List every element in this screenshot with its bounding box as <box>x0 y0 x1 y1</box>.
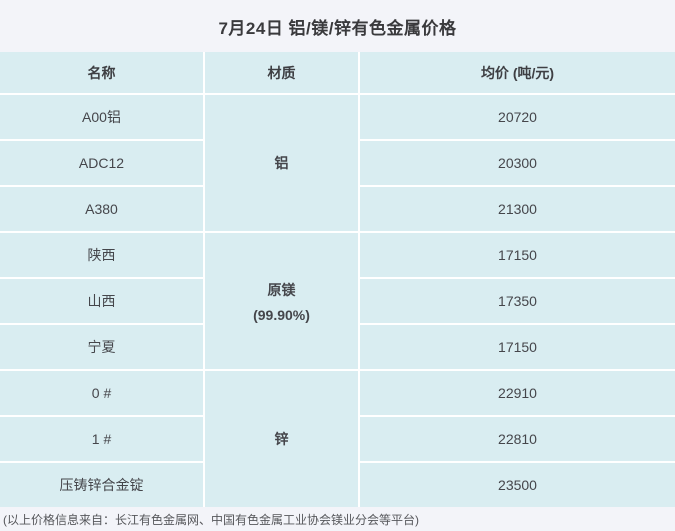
cell-name: 陕西 <box>0 231 203 277</box>
table-row: 山西 17350 <box>0 277 675 323</box>
header-row: 名称 材质 均价 (吨/元) <box>0 52 675 93</box>
cell-name: 宁夏 <box>0 323 203 369</box>
metal-price-table: 名称 材质 均价 (吨/元) A00铝 铝 20720 ADC12 20300 … <box>0 52 675 507</box>
table-header: 名称 材质 均价 (吨/元) <box>0 52 675 93</box>
material-label: 锌 <box>274 431 289 447</box>
table-row: 压铸锌合金锭 23500 <box>0 461 675 507</box>
table-row: ADC12 20300 <box>0 139 675 185</box>
cell-price: 17150 <box>358 231 675 277</box>
cell-name: 山西 <box>0 277 203 323</box>
column-header-name: 名称 <box>0 52 203 93</box>
cell-price: 17350 <box>358 277 675 323</box>
material-label: 原镁 <box>267 281 296 298</box>
table-row: 0 # 锌 22910 <box>0 369 675 507</box>
cell-name: 压铸锌合金锭 <box>0 461 203 507</box>
cell-name: A00铝 <box>0 93 203 139</box>
source-note: (以上价格信息来自：长江有色金属网、中国有色金属工业协会镁业分会等平台) <box>0 507 675 531</box>
table-row: A00铝 铝 20720 <box>0 93 675 231</box>
cell-price: 23500 <box>358 461 675 507</box>
cell-name: 1 # <box>0 415 203 461</box>
table-row: 宁夏 17150 <box>0 323 675 369</box>
cell-material-zinc: 锌 <box>203 369 358 507</box>
material-label: 铝 <box>274 155 289 171</box>
table-row: 1 # 22810 <box>0 415 675 461</box>
cell-material-aluminum: 铝 <box>203 93 358 231</box>
cell-price: 20720 <box>358 93 675 139</box>
column-header-material: 材质 <box>203 52 358 93</box>
cell-name: 0 # <box>0 369 203 415</box>
page-title: 7月24日 铝/镁/锌有色金属价格 <box>218 18 457 38</box>
table-row: A380 21300 <box>0 185 675 231</box>
column-header-price: 均价 (吨/元) <box>358 52 675 93</box>
table-body: A00铝 铝 20720 ADC12 20300 A380 21300 陕西 原… <box>0 93 675 507</box>
table-row: 陕西 原镁 (99.90%) 17150 <box>0 231 675 369</box>
cell-material-magnesium: 原镁 (99.90%) <box>203 231 358 369</box>
cell-price: 21300 <box>358 185 675 231</box>
material-purity-note: (99.90%) <box>253 306 310 323</box>
cell-price: 22910 <box>358 369 675 415</box>
cell-price: 22810 <box>358 415 675 461</box>
cell-name: ADC12 <box>0 139 203 185</box>
cell-price: 17150 <box>358 323 675 369</box>
title-bar: 7月24日 铝/镁/锌有色金属价格 <box>0 0 675 52</box>
cell-name: A380 <box>0 185 203 231</box>
cell-price: 20300 <box>358 139 675 185</box>
